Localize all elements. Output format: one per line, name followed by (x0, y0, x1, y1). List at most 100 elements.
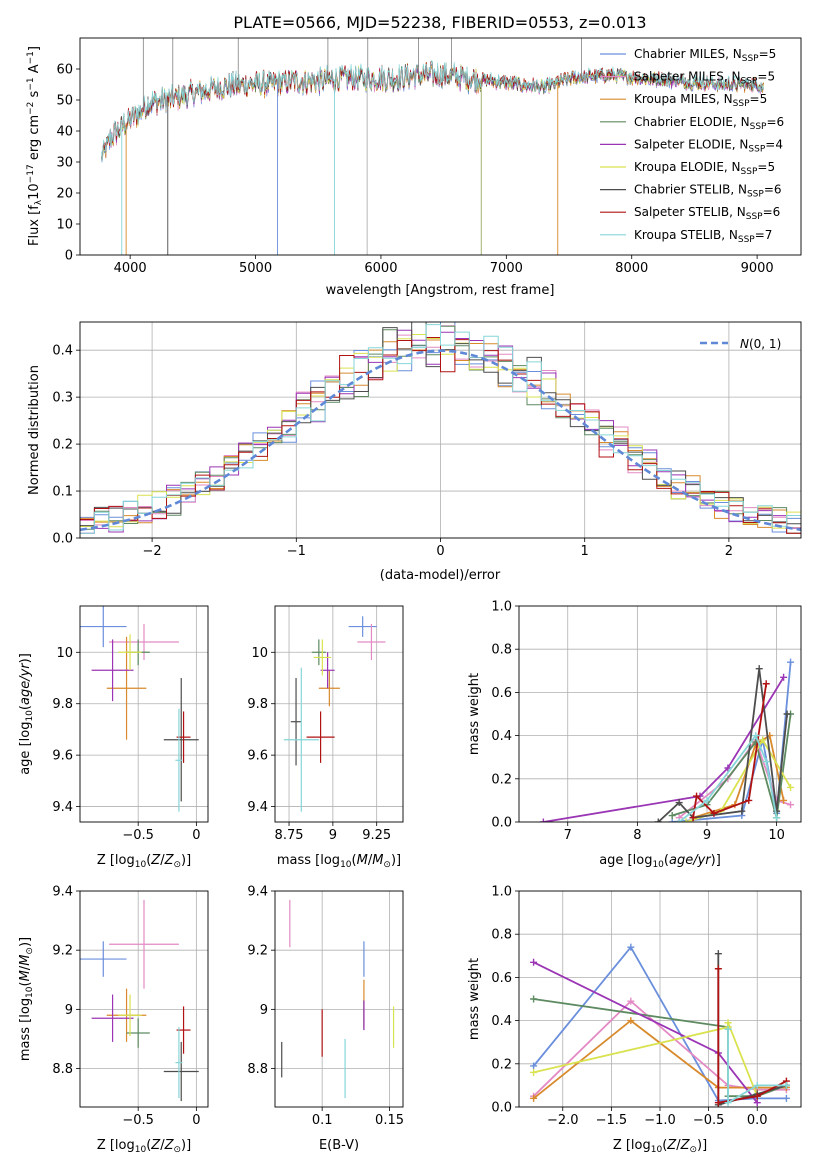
mass-weight-point (539, 818, 547, 822)
x-tick-label: 10 (768, 828, 785, 843)
y-tick-label: 1.0 (491, 600, 512, 615)
x-axis-label: age [log10(age/yr)] (599, 853, 721, 870)
x-axis-label: mass [log10(M/M⊙)] (277, 853, 401, 870)
x-tick-label: 0 (192, 1113, 200, 1128)
x-tick-label: 8 (633, 828, 641, 843)
x-tick-label: 8.75 (275, 828, 304, 843)
mass-weight-line (543, 676, 785, 822)
x-axis-label: wavelength [Angstrom, rest frame] (326, 283, 555, 298)
mass-weight-point (714, 1099, 722, 1107)
mass-weight-point (724, 764, 732, 772)
axes-frame (79, 890, 209, 1108)
mass-weight-point (668, 818, 676, 822)
y-tick-label: 9.6 (52, 749, 73, 764)
axes-frame (79, 605, 209, 823)
data-layer (539, 658, 795, 822)
plot-area (519, 606, 801, 822)
data-layer (281, 899, 395, 1099)
mass-weight-point (714, 950, 722, 958)
y-tick-label: 50 (56, 94, 73, 109)
mass-weight-point (745, 796, 753, 804)
x-tick-label: 0 (192, 828, 200, 843)
y-axis-label: Flux [fλ10−17 erg cm−2 s−1 A−1] (26, 46, 44, 246)
mass-weight-point (753, 1081, 761, 1089)
axes-frame (518, 890, 802, 1108)
figure-title: PLATE=0566, MJD=52238, FIBERID=0553, z=0… (233, 13, 646, 32)
y-axis-label: mass [log10(M/M⊙)] (18, 937, 35, 1061)
y-tick-label: 10 (251, 646, 268, 661)
mass-weight-point (780, 673, 788, 681)
x-tick-label: 7000 (490, 261, 523, 276)
x-tick-label: 8000 (615, 261, 648, 276)
mass-weight-point (530, 1094, 538, 1102)
y-tick-label: 9.4 (247, 800, 268, 815)
y-tick-label: 9.2 (52, 944, 73, 959)
mass-weight-point (782, 1094, 790, 1102)
x-tick-label: 0.15 (375, 1113, 404, 1128)
x-tick-label: −0.5 (122, 1113, 154, 1128)
y-axis-label: mass weight (467, 673, 482, 755)
legend-label: Salpeter MILES, NSSP=5 (634, 70, 775, 87)
y-tick-label: 0.1 (52, 485, 73, 500)
y-axis-label: mass weight (467, 958, 482, 1040)
mass-weight-point (780, 796, 788, 804)
legend-label: Salpeter ELODIE, NSSP=4 (634, 137, 783, 154)
mass-weight-point (759, 736, 767, 744)
mass-weight-point (693, 792, 701, 800)
spectrum-line (100, 60, 764, 163)
normal-curve (80, 349, 801, 532)
y-tick-label: 0 (65, 249, 73, 264)
mass-weight-point (530, 995, 538, 1003)
y-tick-label: 20 (56, 187, 73, 202)
x-axis-label: (data-model)/error (380, 568, 501, 583)
y-tick-label: 30 (56, 156, 73, 171)
grid (275, 606, 403, 822)
x-tick-label: 1 (581, 544, 589, 559)
y-tick-label: 0.0 (52, 532, 73, 547)
data-layer (530, 943, 790, 1107)
x-axis-label: E(B-V) (319, 1138, 359, 1153)
plot-area (100, 38, 764, 255)
plot-area (80, 606, 208, 822)
mass-weight-point (755, 665, 763, 673)
plot-area (519, 891, 801, 1107)
y-tick-label: 0.4 (491, 1014, 512, 1029)
y-tick-label: 9.4 (52, 885, 73, 900)
mass-weight-vs-age-panel: 7 8 9 10 0.0 0.2 0.4 0.6 0.8 1.0 age [log10(age/yr… (467, 600, 802, 870)
x-axis-label: Z [log10(Z/Z⊙)] (97, 853, 191, 870)
x-axis-label: Z [log10(Z/Z⊙)] (97, 1138, 191, 1155)
x-tick-label: 9 (703, 828, 711, 843)
y-tick-label: 0.4 (491, 729, 512, 744)
data-layer (80, 606, 199, 812)
x-tick-label: −1 (287, 544, 306, 559)
y-tick-label: 0.2 (491, 772, 512, 787)
legend-label: Kroupa ELODIE, NSSP=5 (634, 160, 775, 177)
y-tick-label: 10 (56, 646, 73, 661)
mass-vs-metallicity-panel: −0.5 0 8.8 9 9.2 9.4 Z [log10(Z/Z⊙)] mass [log1… (18, 885, 209, 1155)
mass-weight-point (724, 1099, 732, 1107)
y-tick-label: 0.2 (491, 1057, 512, 1072)
plot-area (80, 891, 208, 1107)
mass-weight-point (627, 1017, 635, 1025)
x-tick-label: 9000 (741, 261, 774, 276)
mass-weight-point (753, 1099, 761, 1107)
x-tick-label: −0.5 (122, 828, 154, 843)
legend-label: Salpeter STELIB, NSSP=6 (634, 205, 780, 222)
mass-weight-point (530, 1068, 538, 1076)
mass-weight-line (717, 968, 787, 1104)
x-tick-label: 0 (436, 544, 444, 559)
y-tick-label: 0.3 (52, 391, 73, 406)
plot-area (80, 322, 801, 538)
residual-histogram (80, 324, 801, 534)
y-tick-label: 0.6 (491, 686, 512, 701)
data-layer (283, 616, 386, 812)
x-tick-label: 0.1 (312, 1113, 333, 1128)
x-tick-label: −2 (143, 544, 162, 559)
mass-weight-point (714, 965, 722, 973)
mass-weight-point (682, 818, 690, 822)
y-tick-label: 0.6 (491, 971, 512, 986)
y-tick-label: 9 (65, 1003, 73, 1018)
data-layer (80, 899, 199, 1102)
grid (519, 606, 801, 822)
residual-histogram (80, 337, 801, 534)
